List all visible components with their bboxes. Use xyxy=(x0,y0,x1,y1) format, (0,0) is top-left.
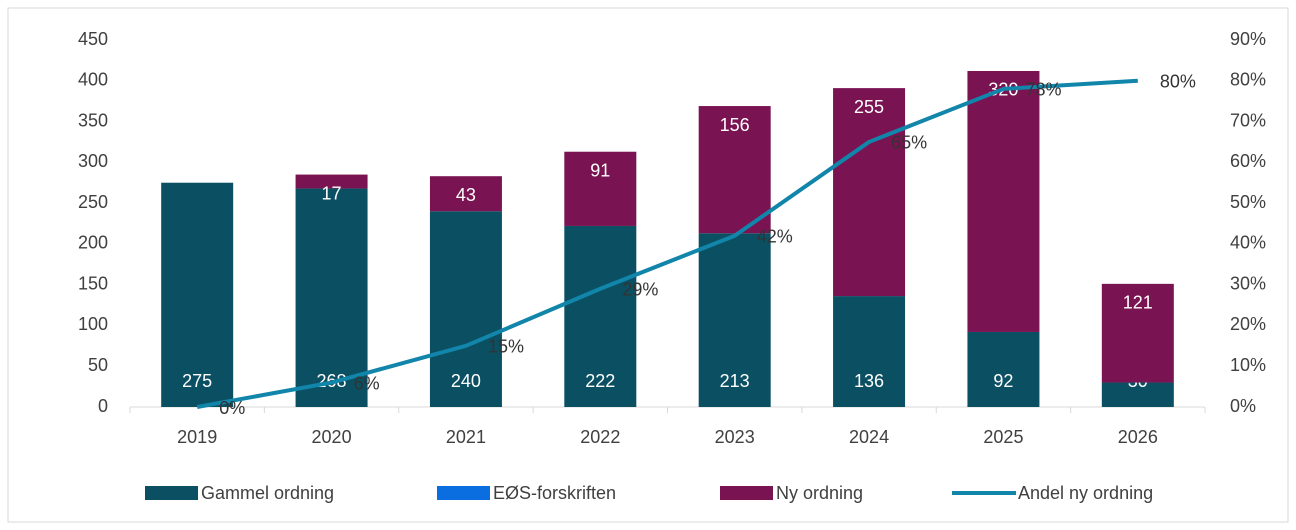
bar xyxy=(161,182,234,407)
x-tick-label: 2022 xyxy=(580,427,620,447)
bar xyxy=(698,106,771,234)
y-tick-label: 350 xyxy=(78,110,108,130)
bar xyxy=(698,233,771,407)
bar xyxy=(1101,283,1174,383)
bar xyxy=(429,211,502,407)
y-tick-label: 300 xyxy=(78,151,108,171)
line-label: 78% xyxy=(1025,80,1061,100)
bar xyxy=(564,225,637,407)
y-tick-label: 0 xyxy=(98,396,108,416)
y2-tick-label: 80% xyxy=(1230,70,1266,90)
x-tick-label: 2020 xyxy=(312,427,352,447)
legend-label: Ny ordning xyxy=(776,483,863,503)
y-tick-label: 50 xyxy=(88,355,108,375)
y2-tick-label: 40% xyxy=(1230,233,1266,253)
legend-label: Andel ny ordning xyxy=(1018,483,1153,503)
line-label: 6% xyxy=(354,373,380,393)
data-label: 92 xyxy=(993,371,1013,391)
y-tick-label: 400 xyxy=(78,70,108,90)
legend-swatch xyxy=(145,486,198,500)
y-tick-label: 200 xyxy=(78,233,108,253)
y2-tick-label: 90% xyxy=(1230,29,1266,49)
y2-tick-label: 70% xyxy=(1230,110,1266,130)
bar xyxy=(833,296,906,407)
data-label: 156 xyxy=(720,115,750,135)
bar xyxy=(564,151,637,226)
y2-tick-label: 50% xyxy=(1230,192,1266,212)
bar xyxy=(967,70,1040,332)
line-label: 15% xyxy=(488,337,524,357)
bar xyxy=(295,188,368,407)
x-tick-label: 2025 xyxy=(983,427,1023,447)
legend-label: Gammel ordning xyxy=(201,483,334,503)
y-tick-label: 250 xyxy=(78,192,108,212)
x-tick-label: 2026 xyxy=(1118,427,1158,447)
data-label: 136 xyxy=(854,371,884,391)
line-label: 42% xyxy=(757,226,793,246)
data-label: 222 xyxy=(585,371,615,391)
legend-swatch xyxy=(720,486,773,500)
y2-tick-label: 60% xyxy=(1230,151,1266,171)
bar xyxy=(429,176,502,212)
bar xyxy=(833,88,906,297)
y2-tick-label: 20% xyxy=(1230,314,1266,334)
bar xyxy=(967,331,1040,407)
line-label: 80% xyxy=(1160,72,1196,92)
data-label: 213 xyxy=(720,371,750,391)
data-label: 121 xyxy=(1123,293,1153,313)
x-tick-label: 2024 xyxy=(849,427,889,447)
y2-tick-label: 0% xyxy=(1230,396,1256,416)
y-tick-label: 450 xyxy=(78,29,108,49)
data-label: 275 xyxy=(182,371,212,391)
line-label: 29% xyxy=(622,279,658,299)
data-label: 17 xyxy=(322,183,342,203)
x-tick-label: 2023 xyxy=(715,427,755,447)
data-label: 240 xyxy=(451,371,481,391)
bar xyxy=(295,174,368,189)
y-tick-label: 100 xyxy=(78,314,108,334)
data-label: 91 xyxy=(590,160,610,180)
legend-swatch xyxy=(437,486,490,500)
bar xyxy=(1101,382,1174,407)
line-label: 0% xyxy=(219,398,245,418)
data-label: 43 xyxy=(456,185,476,205)
data-label: 255 xyxy=(854,97,884,117)
y2-tick-label: 10% xyxy=(1230,355,1266,375)
x-tick-label: 2021 xyxy=(446,427,486,447)
x-tick-label: 2019 xyxy=(177,427,217,447)
line xyxy=(196,78,1138,409)
y-tick-label: 150 xyxy=(78,273,108,293)
legend-label: EØS-forskriften xyxy=(493,483,616,503)
line-label: 65% xyxy=(891,133,927,153)
y2-tick-label: 30% xyxy=(1230,273,1266,293)
